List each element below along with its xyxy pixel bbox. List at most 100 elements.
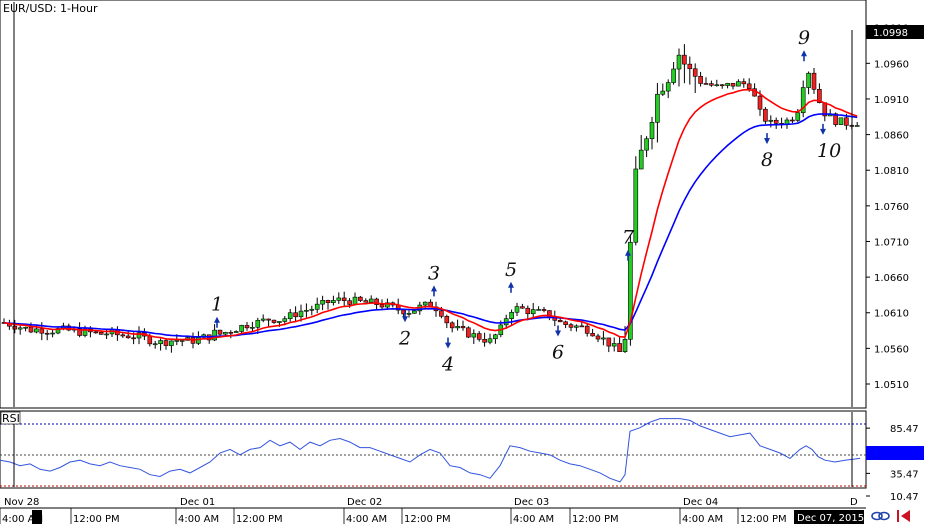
x-date-label: Nov 28 <box>4 497 39 508</box>
annotation-label: 10 <box>817 140 841 162</box>
x-time-label: 4:00 AM <box>346 514 387 525</box>
arrow-up-icon <box>801 50 807 62</box>
candle <box>12 319 18 334</box>
candle <box>44 330 50 341</box>
candle <box>806 71 811 95</box>
candle <box>298 304 304 322</box>
candle <box>336 292 342 304</box>
candle <box>811 68 817 94</box>
annotation-label: 3 <box>428 262 440 284</box>
time-axis: Nov 28 Dec 01 Dec 02 Dec 03 Dec 04 D 4:00 AM 12… <box>0 497 866 525</box>
y-tick-label: 1.0660 <box>874 273 909 284</box>
y-tick-label: 1.0910 <box>874 95 909 106</box>
annotation-label: 8 <box>761 149 773 171</box>
candle <box>676 48 682 87</box>
y-tick-label: 1.0510 <box>874 380 909 391</box>
candle <box>536 306 541 311</box>
rsi-panel[interactable]: RSI <box>0 410 867 489</box>
arrow-down-icon <box>402 311 408 323</box>
candle <box>579 322 585 328</box>
candle <box>412 310 417 314</box>
candle <box>584 322 590 337</box>
candle <box>266 318 271 327</box>
candle <box>444 314 450 329</box>
candle <box>800 80 806 118</box>
candle <box>471 329 477 344</box>
candle <box>719 84 725 89</box>
annotation-label: 9 <box>798 27 810 49</box>
candle <box>152 340 158 349</box>
y-tick-label: 1.0610 <box>874 309 909 320</box>
candle <box>309 305 315 316</box>
candle <box>590 328 595 337</box>
candle <box>520 303 525 309</box>
arrow-down-icon <box>820 123 826 135</box>
rsi-label: RSI <box>2 412 20 425</box>
candle <box>449 321 455 333</box>
candle <box>541 306 547 313</box>
arrow-up-icon <box>431 285 437 297</box>
y-tick-label: 1.0860 <box>874 131 909 142</box>
candle <box>773 117 779 129</box>
annotation-2: 2 <box>398 311 411 349</box>
link-icon[interactable] <box>871 511 890 521</box>
toolbar-icons[interactable] <box>871 510 910 522</box>
x-date-label: Dec 03 <box>514 497 549 508</box>
annotations-layer: 1 2 3 4 5 6 7 8 9 10 <box>211 27 841 375</box>
candle <box>331 295 336 306</box>
annotation-7: 7 <box>622 227 635 261</box>
chart-title: EUR/USD: 1-Hour <box>3 2 98 15</box>
candle <box>98 331 104 335</box>
candle <box>525 305 531 321</box>
candle <box>633 156 639 246</box>
candle <box>487 333 493 345</box>
rsi-tick-label: 35.47 <box>890 469 919 480</box>
x-date-label: Dec 01 <box>180 497 215 508</box>
candle <box>23 326 28 332</box>
candle <box>595 333 601 343</box>
x-time-label: 4:00 AM <box>513 514 554 525</box>
candle <box>476 331 482 342</box>
candle <box>250 321 255 332</box>
candle <box>125 330 131 339</box>
y-tick-label: 1.0760 <box>874 202 909 213</box>
candle <box>314 297 320 314</box>
candle <box>838 117 844 125</box>
price-panel[interactable]: 1 2 3 4 5 6 7 8 9 10 EUR/USD: 1-Hour <box>0 0 867 409</box>
candle <box>260 314 266 323</box>
candle <box>358 295 363 302</box>
arrow-down-icon <box>555 325 561 337</box>
x-date-label: Dec 04 <box>683 497 718 508</box>
annotation-label: 4 <box>441 354 454 376</box>
ema-lines-layer <box>3 88 858 341</box>
annotation-4: 4 <box>441 337 454 376</box>
candle <box>649 116 655 150</box>
go-to-end-icon[interactable] <box>897 510 910 522</box>
x-time-label: 12:00 PM <box>740 514 787 525</box>
rsi-current-marker <box>866 446 924 460</box>
candle <box>158 338 163 351</box>
candle <box>233 330 239 333</box>
annotation-label: 7 <box>622 227 635 249</box>
candle <box>698 71 703 87</box>
annotation-1: 1 <box>211 294 223 328</box>
rsi-line <box>0 418 861 483</box>
annotation-10: 10 <box>817 123 841 162</box>
candle <box>293 306 298 322</box>
candle <box>530 303 536 317</box>
x-date-label: D <box>850 497 858 508</box>
candle <box>611 337 617 352</box>
candle <box>568 322 574 332</box>
candle <box>136 326 142 345</box>
rsi-tick-label: 10.47 <box>890 492 919 503</box>
candle <box>514 302 520 317</box>
candle <box>617 336 622 353</box>
candle <box>17 325 23 335</box>
candle <box>93 330 99 334</box>
candle <box>606 337 612 353</box>
candle <box>217 329 223 337</box>
candle <box>163 337 169 350</box>
current-price-marker: 1.0998 <box>866 25 924 39</box>
candle <box>482 332 487 347</box>
arrow-down-icon <box>445 337 451 349</box>
